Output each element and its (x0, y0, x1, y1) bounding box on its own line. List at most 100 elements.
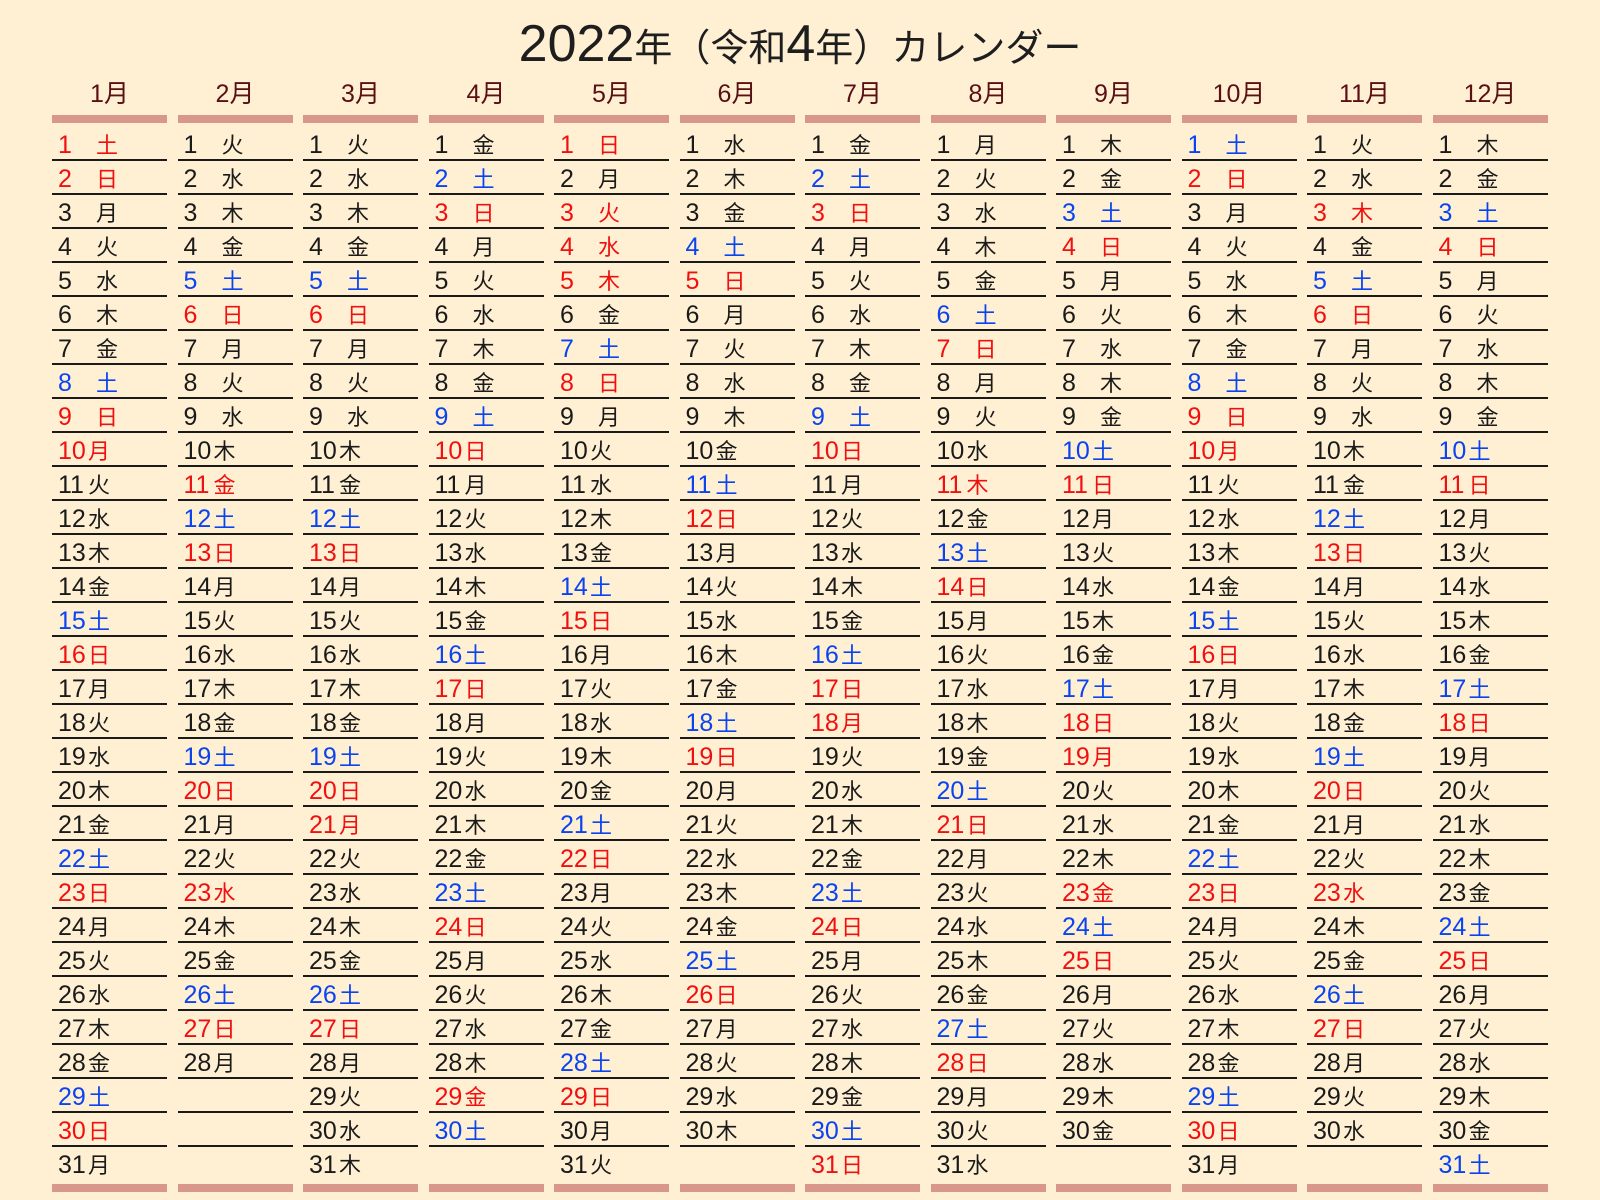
day-number: 24 (1062, 913, 1090, 941)
weekday-label: 火 (1217, 473, 1240, 498)
day-number: 13 (1438, 539, 1467, 567)
day-row: 11 日 (1432, 467, 1548, 501)
weekday-label: 火 (590, 439, 613, 464)
weekday-label: 月 (464, 711, 487, 736)
day-number: 15 (58, 607, 86, 635)
day-number: 11 (58, 471, 84, 499)
weekday-label: 日 (221, 303, 244, 328)
day-number: 3 (936, 199, 951, 227)
weekday-label: 火 (88, 949, 111, 974)
day-number: 26 (560, 981, 588, 1009)
day-number: 22 (434, 845, 463, 873)
day-row: 22 月 (930, 841, 1046, 875)
weekday-label: 月 (590, 881, 613, 906)
day-number: 10 (936, 437, 965, 465)
weekday-label: 金 (1351, 235, 1374, 260)
day-row: 20 日 (1307, 773, 1422, 807)
day-row: 17 水 (930, 671, 1046, 705)
day-row: 12 月 (1056, 501, 1171, 535)
day-number: 11 (811, 471, 837, 499)
day-row: 31 土 (1433, 1147, 1548, 1181)
day-number: 4 (685, 233, 700, 261)
day-number: 8 (58, 369, 72, 397)
day-number: 18 (1438, 709, 1467, 737)
day-number: 13 (1313, 539, 1341, 567)
day-number: 15 (1313, 607, 1341, 635)
weekday-label: 水 (590, 949, 613, 974)
day-number: 24 (1187, 913, 1216, 941)
weekday-label: 木 (849, 337, 872, 362)
weekday-label: 月 (1092, 745, 1115, 770)
day-row: 17 火 (554, 671, 669, 705)
weekday-label: 日 (1476, 235, 1499, 260)
weekday-label: 金 (1476, 167, 1499, 192)
day-row: 13 日 (303, 535, 418, 569)
day-number: 22 (309, 845, 337, 873)
day-number: 31 (936, 1151, 965, 1179)
weekday-label: 土 (590, 575, 613, 600)
day-list: 1 土 2 日 3 月 4 火 5 水 6 木 7 金 8 土 9 日 10 月 11 火 12 水 13 木 14 金 15 土 16 日 1… (1181, 127, 1297, 1181)
day-row: 12 土 (1307, 501, 1422, 535)
day-number: 16 (936, 641, 965, 669)
day-number: 18 (1187, 709, 1216, 737)
weekday-label: 火 (339, 609, 362, 634)
weekday-label: 月 (1217, 915, 1240, 940)
day-number: 14 (1438, 573, 1467, 601)
weekday-label: 土 (464, 1119, 487, 1144)
weekday-label: 火 (1343, 1085, 1366, 1110)
day-number: 11 (1187, 471, 1214, 499)
day-row: 26 水 (52, 977, 167, 1011)
day-number: 13 (58, 539, 86, 567)
day-row: 25 日 (1432, 943, 1548, 977)
weekday-label: 水 (1351, 167, 1374, 192)
day-number: 20 (1313, 777, 1341, 805)
day-number: 5 (560, 267, 574, 295)
day-number: 7 (1438, 335, 1453, 363)
day-row: 29 金 (805, 1079, 920, 1113)
weekday-label: 木 (841, 1051, 864, 1076)
day-number: 27 (685, 1015, 714, 1043)
day-number: 25 (1438, 947, 1467, 975)
weekday-label: 月 (590, 643, 613, 668)
weekday-label: 水 (1343, 881, 1366, 906)
day-row: 18 日 (1432, 705, 1548, 739)
day-row: 15 水 (679, 603, 795, 637)
day-row: 15 金 (428, 603, 544, 637)
day-number: 16 (685, 641, 714, 669)
weekday-label: 火 (88, 473, 111, 498)
day-number: 9 (1438, 403, 1453, 431)
day-row: 25 火 (52, 943, 167, 977)
day-row: 20 木 (52, 773, 167, 807)
day-number: 27 (560, 1015, 588, 1043)
day-row: 20 火 (1056, 773, 1171, 807)
weekday-label: 木 (723, 405, 746, 430)
day-number: 22 (58, 845, 86, 873)
day-row: 19 土 (177, 739, 293, 773)
day-row: 15 土 (52, 603, 167, 637)
weekday-label: 日 (966, 575, 989, 600)
day-row: 24 土 (1432, 909, 1548, 943)
title-era-number: 4 (786, 15, 816, 73)
day-number: 4 (1438, 233, 1453, 261)
day-number: 12 (1187, 505, 1216, 533)
day-number: 7 (309, 335, 323, 363)
weekday-label: 木 (1468, 847, 1491, 872)
weekday-label: 木 (213, 915, 236, 940)
day-number: 10 (58, 437, 86, 465)
day-row: 23 木 (679, 875, 795, 909)
day-number: 22 (685, 845, 714, 873)
title-era-close: 年） (815, 28, 892, 70)
weekday-label: 土 (472, 167, 495, 192)
day-row: 12 日 (679, 501, 795, 535)
